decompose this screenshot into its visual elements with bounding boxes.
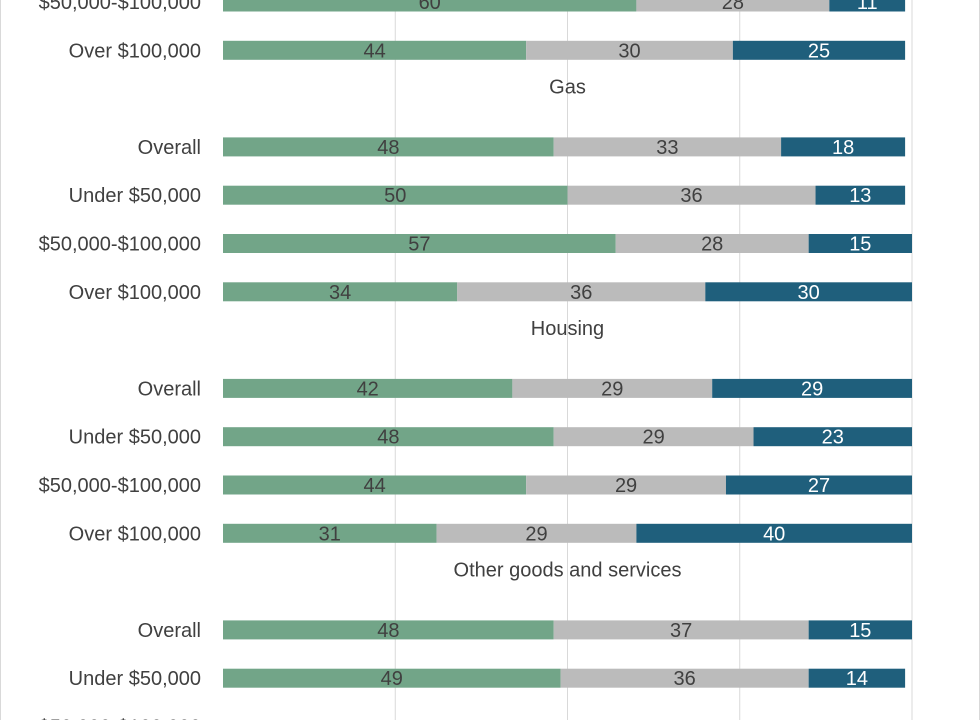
data-label: 30: [618, 40, 640, 62]
bar-segment: [223, 620, 554, 640]
data-label: 37: [670, 620, 692, 642]
data-label: 28: [722, 0, 744, 14]
data-label: 50: [384, 185, 406, 207]
gridlines: [394, 0, 913, 720]
data-label: 36: [674, 668, 696, 690]
bar-segment: [815, 185, 906, 205]
data-label: 30: [798, 282, 820, 304]
category-label: $50,000-$100,000: [39, 717, 201, 720]
data-label: 15: [849, 234, 871, 256]
category-label: Under $50,000: [69, 668, 201, 690]
data-label: 36: [680, 185, 702, 207]
data-label: 29: [643, 427, 665, 449]
bar-segment: [223, 185, 568, 205]
category-label: Over $100,000: [69, 282, 201, 304]
category-label: Overall: [138, 620, 201, 642]
data-label: 25: [808, 40, 830, 62]
bar-segment: [705, 282, 912, 302]
category-label: $50,000-$100,000: [39, 475, 201, 497]
bar-segment: [436, 523, 637, 543]
data-label: 29: [525, 523, 547, 545]
bar-segment: [636, 523, 912, 543]
data-label: 34: [329, 282, 351, 304]
data-label: 14: [846, 668, 868, 690]
data-label: 28: [701, 234, 723, 256]
data-label: 29: [801, 378, 823, 400]
bar-segment: [753, 427, 912, 447]
bar-segment: [732, 40, 906, 60]
bar-segment: [615, 234, 809, 253]
data-label: 44: [363, 475, 385, 497]
bar-segment: [223, 475, 527, 495]
bar-segment: [512, 378, 713, 398]
bar-segment: [560, 668, 809, 688]
data-label: 44: [363, 40, 385, 62]
data-label: 48: [377, 137, 399, 159]
category-label: Over $100,000: [69, 40, 201, 62]
bar-segment: [808, 620, 912, 640]
bar-segment: [223, 523, 437, 543]
data-label: 29: [615, 475, 637, 497]
group-title: Housing: [531, 318, 604, 340]
data-label: 60: [419, 0, 441, 14]
category-label: Under $50,000: [69, 185, 201, 207]
bar-segment: [223, 40, 527, 60]
data-label: 57: [408, 234, 430, 256]
data-label: 42: [357, 378, 379, 400]
data-label: 29: [601, 378, 623, 400]
data-label: 27: [808, 475, 830, 497]
data-label: 48: [377, 620, 399, 642]
category-label: $50,000-$100,000: [39, 0, 201, 14]
data-label: 13: [849, 185, 871, 207]
data-label: 31: [319, 523, 341, 545]
bar-segment: [636, 0, 830, 12]
bar-segment: [725, 475, 912, 495]
category-label: $50,000-$100,000: [39, 234, 201, 256]
data-label: 40: [763, 523, 785, 545]
bar-segment: [223, 282, 458, 302]
data-label: 11: [857, 0, 878, 14]
bar-segment: [553, 427, 754, 447]
category-label: Overall: [138, 378, 201, 400]
bar-segment: [553, 620, 809, 640]
data-label: 49: [381, 668, 403, 690]
category-label: Under $50,000: [69, 427, 201, 449]
bar-segment: [223, 668, 561, 688]
data-label: 36: [570, 282, 592, 304]
category-label: Over $100,000: [69, 523, 201, 545]
bar-segment: [223, 137, 554, 157]
bar-segment: [457, 282, 706, 302]
bar-segment: [781, 137, 906, 157]
group-title: Other goods and services: [454, 560, 682, 582]
bar-segment: [808, 234, 912, 253]
data-label: 23: [822, 427, 844, 449]
bar-segment: [526, 475, 726, 495]
bar-segment: [223, 378, 513, 398]
bar-segment: [567, 185, 816, 205]
bar-segment: [553, 137, 782, 157]
bar-segment: [223, 0, 637, 12]
category-label: Overall: [138, 137, 201, 159]
data-label: 15: [849, 620, 871, 642]
data-label: 33: [656, 137, 678, 159]
bar-segment: [808, 668, 906, 688]
bar-segment: [223, 427, 554, 447]
data-label: 18: [832, 137, 854, 159]
bar-segment: [712, 378, 912, 398]
bar-segment: [526, 40, 733, 60]
bar-segment: [829, 0, 906, 12]
group-title: Gas: [549, 77, 586, 99]
data-label: 48: [377, 427, 399, 449]
bar-segment: [223, 234, 616, 253]
